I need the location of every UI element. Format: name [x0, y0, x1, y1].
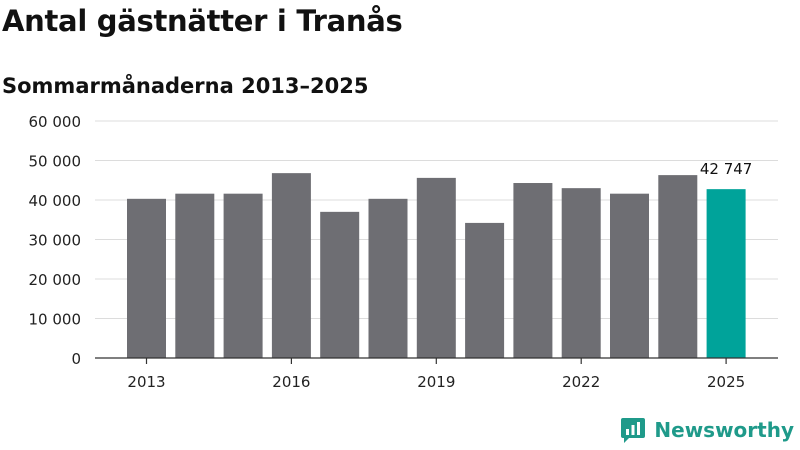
bar — [513, 183, 553, 358]
y-tick-label: 10 000 — [29, 311, 82, 329]
chart-title: Antal gästnätter i Tranås — [2, 4, 403, 38]
y-tick-label: 50 000 — [29, 153, 82, 171]
newsworthy-logo-icon — [621, 418, 646, 443]
bar — [271, 173, 311, 358]
bar — [416, 177, 456, 358]
bar — [175, 193, 215, 358]
x-tick-label: 2025 — [707, 373, 745, 391]
y-tick-label: 60 000 — [29, 113, 82, 131]
x-tick-label: 2013 — [127, 373, 165, 391]
y-tick-label: 20 000 — [29, 271, 82, 289]
chart-subtitle: Sommarmånaderna 2013–2025 — [2, 74, 369, 98]
bar — [223, 193, 263, 358]
bar — [658, 175, 698, 358]
y-tick-label: 0 — [71, 350, 81, 368]
x-tick-label: 2022 — [562, 373, 600, 391]
bar — [610, 193, 649, 358]
newsworthy-logo: Newsworthy — [620, 416, 794, 444]
y-tick-label: 30 000 — [29, 232, 82, 250]
bar — [320, 211, 360, 358]
bar — [127, 198, 166, 358]
bar — [368, 198, 408, 358]
bar — [706, 189, 746, 358]
y-tick-label: 40 000 — [29, 192, 82, 210]
x-tick-label: 2019 — [417, 373, 455, 391]
bar — [465, 222, 505, 358]
brand-name: Newsworthy — [654, 418, 794, 442]
bar — [561, 188, 601, 358]
x-tick-label: 2016 — [272, 373, 310, 391]
data-label: 42 747 — [700, 160, 753, 178]
